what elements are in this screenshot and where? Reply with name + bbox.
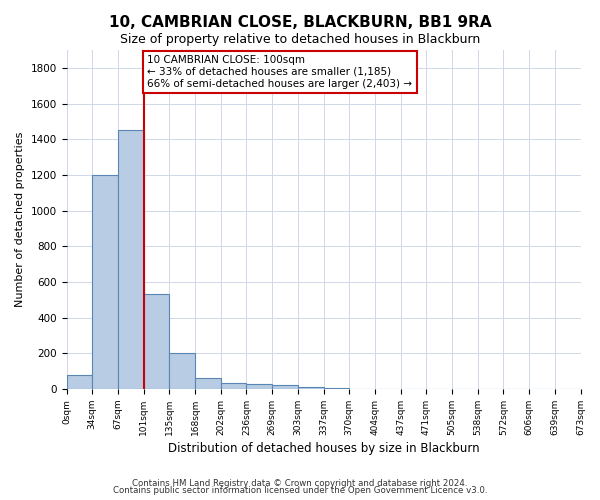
- Bar: [247, 384, 272, 389]
- Bar: [323, 388, 349, 389]
- Bar: [169, 354, 195, 389]
- X-axis label: Distribution of detached houses by size in Blackburn: Distribution of detached houses by size …: [168, 442, 479, 455]
- Bar: [221, 382, 247, 389]
- Y-axis label: Number of detached properties: Number of detached properties: [15, 132, 25, 307]
- Bar: [272, 386, 298, 389]
- Bar: [118, 130, 143, 389]
- Text: 10, CAMBRIAN CLOSE, BLACKBURN, BB1 9RA: 10, CAMBRIAN CLOSE, BLACKBURN, BB1 9RA: [109, 15, 491, 30]
- Text: Size of property relative to detached houses in Blackburn: Size of property relative to detached ho…: [120, 32, 480, 46]
- Bar: [195, 378, 221, 389]
- Text: Contains public sector information licensed under the Open Government Licence v3: Contains public sector information licen…: [113, 486, 487, 495]
- Bar: [143, 294, 169, 389]
- Text: Contains HM Land Registry data © Crown copyright and database right 2024.: Contains HM Land Registry data © Crown c…: [132, 478, 468, 488]
- Bar: [67, 374, 92, 389]
- Text: 10 CAMBRIAN CLOSE: 100sqm
← 33% of detached houses are smaller (1,185)
66% of se: 10 CAMBRIAN CLOSE: 100sqm ← 33% of detac…: [148, 56, 412, 88]
- Bar: [92, 175, 118, 389]
- Bar: [298, 387, 323, 389]
